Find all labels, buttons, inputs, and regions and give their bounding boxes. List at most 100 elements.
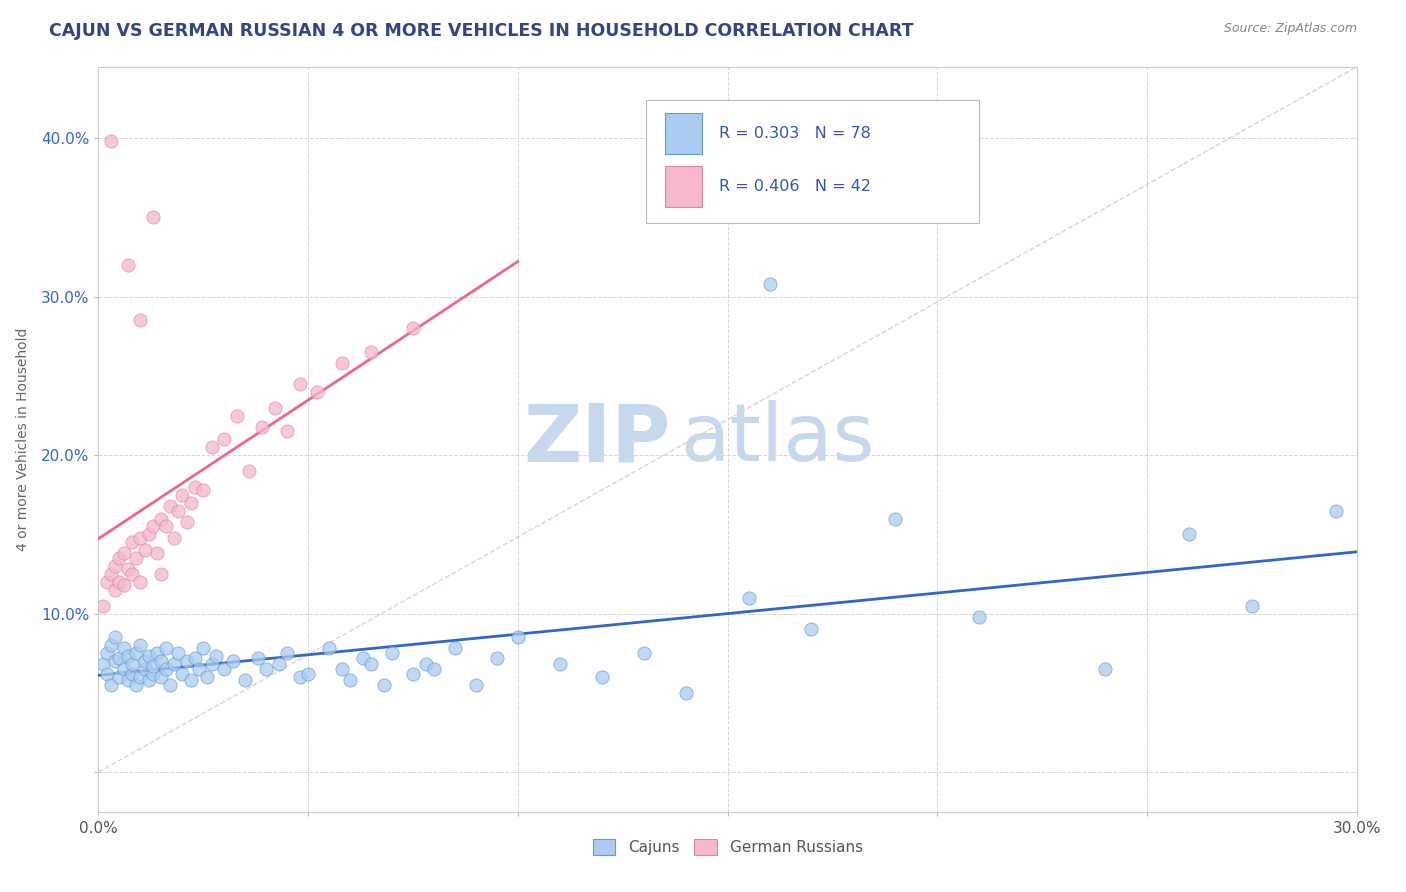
Point: [263, 401, 285, 415]
Text: atlas: atlas: [679, 401, 875, 478]
Point: [117, 258, 139, 272]
Point: [125, 646, 148, 660]
Point: [969, 609, 991, 624]
Point: [197, 670, 219, 684]
Point: [104, 654, 127, 668]
Point: [108, 670, 131, 684]
Point: [167, 503, 190, 517]
Point: [96, 646, 118, 660]
Point: [193, 641, 215, 656]
Point: [146, 546, 169, 560]
Point: [485, 651, 508, 665]
Point: [339, 673, 361, 688]
Point: [142, 666, 165, 681]
Point: [205, 649, 228, 664]
Point: [163, 657, 186, 672]
Point: [250, 419, 273, 434]
Point: [188, 662, 211, 676]
Point: [288, 376, 311, 391]
Point: [125, 678, 148, 692]
Point: [214, 433, 236, 447]
Point: [360, 657, 382, 672]
Point: [138, 673, 160, 688]
Point: [423, 662, 446, 676]
Point: [330, 356, 353, 370]
Point: [96, 666, 118, 681]
Point: [444, 641, 467, 656]
Point: [180, 673, 202, 688]
Text: R = 0.303   N = 78: R = 0.303 N = 78: [718, 127, 870, 142]
Point: [112, 641, 135, 656]
Point: [100, 134, 122, 148]
Point: [121, 666, 143, 681]
Point: [330, 662, 353, 676]
Text: R = 0.406   N = 42: R = 0.406 N = 42: [718, 178, 870, 194]
Point: [104, 559, 127, 574]
Point: [91, 599, 114, 613]
FancyBboxPatch shape: [645, 101, 979, 223]
Point: [129, 531, 152, 545]
Point: [1324, 503, 1347, 517]
Point: [134, 543, 156, 558]
Point: [402, 321, 425, 335]
Point: [201, 657, 224, 672]
Point: [225, 409, 247, 423]
Point: [201, 440, 224, 454]
Point: [214, 662, 236, 676]
Point: [108, 651, 131, 665]
Point: [159, 499, 181, 513]
Point: [758, 277, 780, 291]
Point: [100, 567, 122, 582]
Point: [246, 651, 269, 665]
Point: [129, 574, 152, 589]
Y-axis label: 4 or more Vehicles in Household: 4 or more Vehicles in Household: [15, 327, 30, 551]
Point: [155, 641, 177, 656]
Point: [100, 678, 122, 692]
Point: [675, 686, 697, 700]
Point: [134, 662, 156, 676]
Point: [121, 535, 143, 549]
Point: [193, 483, 215, 497]
Point: [884, 511, 907, 525]
Point: [360, 345, 382, 359]
Point: [800, 623, 823, 637]
Point: [548, 657, 571, 672]
Point: [180, 496, 202, 510]
Point: [288, 670, 311, 684]
Point: [129, 670, 152, 684]
Point: [155, 519, 177, 533]
Point: [138, 649, 160, 664]
Point: [633, 646, 655, 660]
Point: [112, 578, 135, 592]
Point: [112, 662, 135, 676]
Point: [184, 480, 207, 494]
Point: [142, 211, 165, 225]
Point: [1240, 599, 1263, 613]
Point: [108, 551, 131, 566]
Point: [465, 678, 488, 692]
Text: ZIP: ZIP: [523, 401, 671, 478]
Point: [159, 678, 181, 692]
Point: [150, 654, 173, 668]
Point: [146, 646, 169, 660]
Point: [163, 531, 186, 545]
Point: [121, 567, 143, 582]
Point: [125, 551, 148, 566]
Point: [373, 678, 395, 692]
Point: [91, 657, 114, 672]
Point: [104, 631, 127, 645]
Point: [172, 666, 194, 681]
Point: [415, 657, 437, 672]
Point: [129, 638, 152, 652]
Point: [591, 670, 613, 684]
Point: [381, 646, 404, 660]
Point: [305, 384, 328, 399]
Point: [150, 511, 173, 525]
Point: [233, 673, 256, 688]
FancyBboxPatch shape: [665, 113, 703, 154]
Point: [352, 651, 374, 665]
Point: [176, 654, 198, 668]
Point: [117, 649, 139, 664]
Text: CAJUN VS GERMAN RUSSIAN 4 OR MORE VEHICLES IN HOUSEHOLD CORRELATION CHART: CAJUN VS GERMAN RUSSIAN 4 OR MORE VEHICL…: [49, 22, 914, 40]
Point: [402, 666, 425, 681]
